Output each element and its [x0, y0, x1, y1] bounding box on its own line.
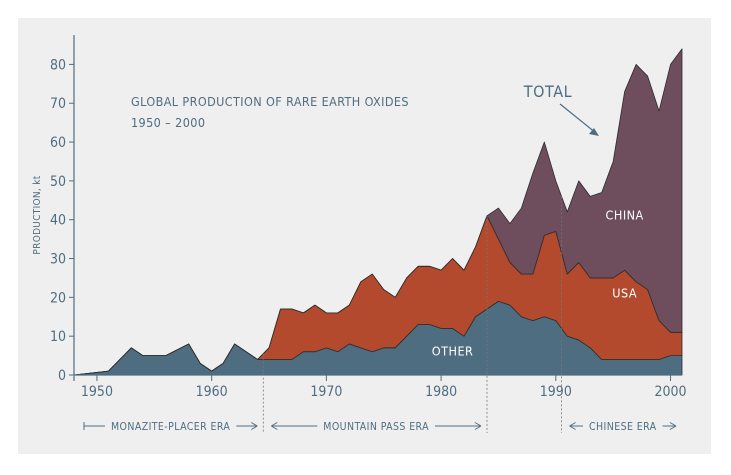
total-arrow-line [559, 103, 597, 134]
era-label: MONAZITE-PLACER ERA [111, 421, 230, 433]
y-tick-label: 0 [58, 368, 66, 384]
y-tick-label: 50 [50, 174, 66, 190]
y-tick-label: 60 [50, 135, 66, 151]
era-label: CHINESE ERA [589, 421, 657, 433]
series-label-other: OTHER [432, 344, 474, 359]
x-tick-label: 1970 [310, 384, 342, 400]
y-tick-label: 80 [50, 57, 66, 73]
y-tick-label: 10 [50, 329, 66, 345]
chart-title: GLOBAL PRODUCTION OF RARE EARTH OXIDES [131, 94, 409, 109]
y-tick-label: 40 [50, 213, 66, 229]
y-tick-label: 30 [50, 252, 66, 268]
era-arrowhead-right [474, 422, 482, 430]
era-arrowhead-left [569, 422, 576, 430]
y-tick-label: 70 [50, 96, 66, 112]
x-tick-label: 1960 [196, 384, 228, 400]
x-tick-label: 1990 [540, 384, 572, 400]
x-tick-label: 1950 [81, 384, 113, 400]
area-china [73, 48, 683, 376]
x-tick-label: 1980 [425, 384, 457, 400]
series-label-china: CHINA [606, 208, 644, 223]
era-arrowhead-left [271, 422, 278, 430]
y-tick-label: 20 [50, 290, 66, 306]
y-axis-label: PRODUCTION, kt [32, 175, 43, 254]
era-arrowhead-right [669, 422, 677, 430]
chart-subtitle: 1950 – 2000 [131, 115, 205, 130]
total-annotation: TOTAL [523, 82, 573, 101]
era-arrowhead-right [251, 422, 258, 430]
series-label-usa: USA [612, 285, 637, 300]
x-tick-label: 2000 [655, 384, 687, 400]
era-label: MOUNTAIN PASS ERA [323, 421, 429, 433]
total-arrow-head [589, 128, 599, 136]
